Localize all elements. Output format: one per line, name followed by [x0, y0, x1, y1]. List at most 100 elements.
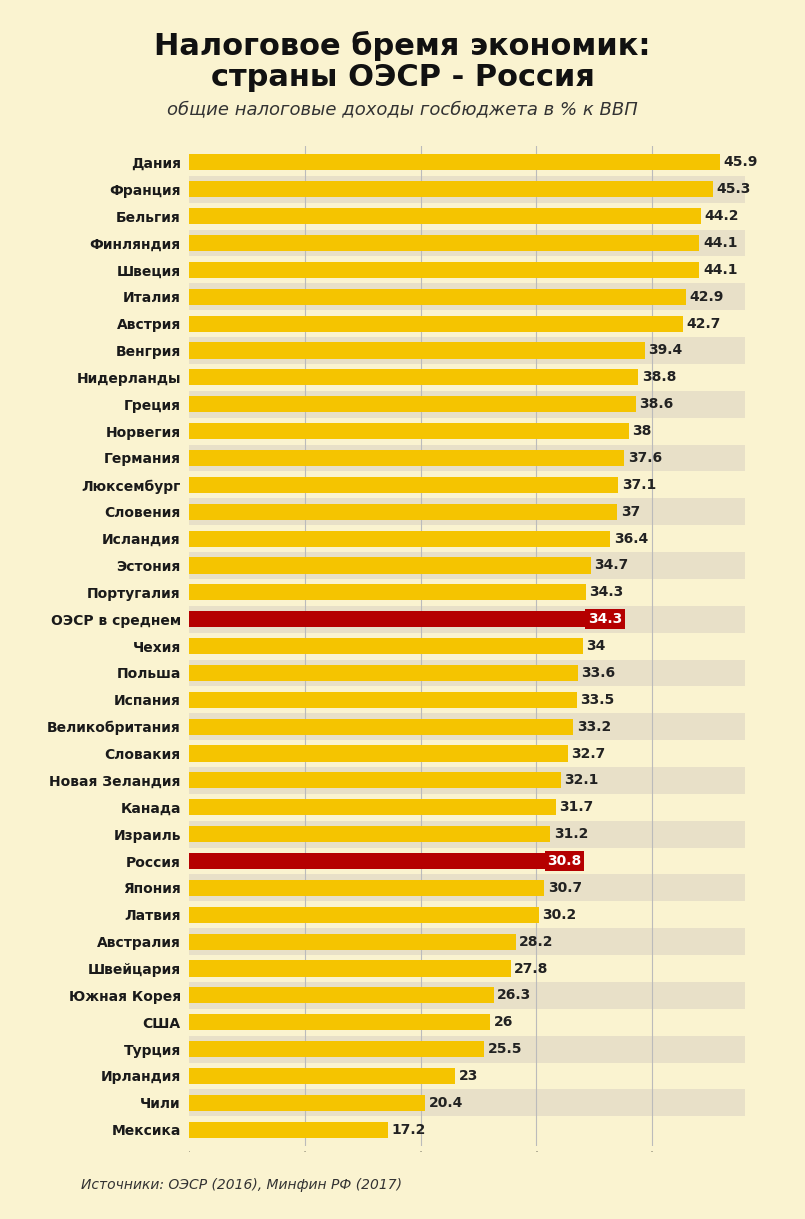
Bar	[189, 182, 713, 197]
Bar	[189, 847, 745, 874]
Text: 38.6: 38.6	[639, 397, 674, 411]
Bar	[189, 853, 546, 869]
Bar	[189, 907, 539, 923]
Bar	[189, 525, 745, 552]
Text: 44.1: 44.1	[703, 263, 737, 277]
Bar	[189, 202, 745, 229]
Bar	[189, 633, 745, 659]
Bar	[189, 800, 556, 816]
Text: 34.7: 34.7	[594, 558, 629, 573]
Text: 32.1: 32.1	[564, 773, 598, 787]
Text: 37: 37	[621, 505, 640, 519]
Text: 38: 38	[633, 424, 652, 438]
Bar	[189, 746, 568, 762]
Bar	[189, 208, 700, 224]
Bar	[189, 445, 745, 472]
Text: 34: 34	[586, 639, 605, 653]
Bar	[189, 310, 745, 338]
Bar	[189, 1063, 745, 1090]
Bar	[189, 1117, 745, 1143]
Bar	[189, 289, 686, 305]
Bar	[189, 1068, 456, 1084]
Bar	[189, 338, 745, 364]
Bar	[189, 262, 700, 278]
Text: 42.7: 42.7	[687, 317, 721, 330]
Bar	[189, 826, 550, 842]
Text: 26.3: 26.3	[497, 989, 531, 1002]
Text: 33.2: 33.2	[577, 719, 611, 734]
Bar	[189, 256, 745, 283]
Text: 30.7: 30.7	[548, 881, 582, 895]
Bar	[189, 316, 683, 332]
Bar	[189, 719, 573, 735]
Bar	[189, 983, 745, 1009]
Bar	[189, 369, 638, 385]
Bar	[189, 584, 586, 601]
Text: 37.6: 37.6	[628, 451, 662, 464]
Bar	[189, 961, 511, 976]
Bar	[189, 472, 745, 499]
Bar	[189, 477, 618, 492]
Text: 39.4: 39.4	[649, 344, 683, 357]
Bar	[189, 155, 720, 171]
Bar	[189, 557, 591, 573]
Bar	[189, 176, 745, 202]
Text: 45.3: 45.3	[716, 183, 751, 196]
Bar	[189, 659, 745, 686]
Bar	[189, 1014, 490, 1030]
Text: 30.8: 30.8	[547, 855, 581, 868]
Text: общие налоговые доходы госбюджета в % к ВВП: общие налоговые доходы госбюджета в % к …	[167, 100, 638, 118]
Text: 33.6: 33.6	[581, 666, 616, 680]
Bar	[189, 343, 645, 358]
Text: 34.3: 34.3	[588, 612, 622, 627]
Bar	[189, 579, 745, 606]
Text: 32.7: 32.7	[571, 746, 605, 761]
Text: 44.1: 44.1	[703, 236, 737, 250]
Bar	[189, 229, 745, 256]
Bar	[189, 773, 560, 789]
Text: 17.2: 17.2	[392, 1123, 426, 1137]
Bar	[189, 934, 515, 950]
Bar	[189, 638, 583, 655]
Text: 36.4: 36.4	[614, 531, 648, 546]
Bar	[189, 396, 636, 412]
Text: 31.7: 31.7	[559, 801, 594, 814]
Bar	[189, 954, 745, 983]
Bar	[189, 713, 745, 740]
Bar	[189, 691, 577, 708]
Bar	[189, 552, 745, 579]
Bar	[189, 606, 745, 633]
Text: 30.2: 30.2	[542, 908, 576, 922]
Bar	[189, 1009, 745, 1036]
Bar	[189, 450, 625, 466]
Text: Источники: ОЭСР (2016), Минфин РФ (2017): Источники: ОЭСР (2016), Минфин РФ (2017)	[81, 1179, 402, 1192]
Bar	[189, 1121, 388, 1137]
Text: 27.8: 27.8	[514, 962, 549, 975]
Bar	[189, 391, 745, 418]
Bar	[189, 530, 610, 546]
Bar	[189, 928, 745, 954]
Bar	[189, 1041, 485, 1057]
Text: 34.3: 34.3	[589, 585, 624, 600]
Text: 33.5: 33.5	[580, 692, 614, 707]
Text: 23: 23	[459, 1069, 478, 1082]
Text: 28.2: 28.2	[519, 935, 554, 948]
Bar	[189, 503, 617, 519]
Bar	[189, 880, 544, 896]
Bar	[189, 740, 745, 767]
Text: 44.2: 44.2	[704, 210, 739, 223]
Bar	[189, 901, 745, 928]
Text: 37.1: 37.1	[622, 478, 656, 491]
Bar	[189, 767, 745, 794]
Text: 45.9: 45.9	[724, 155, 758, 169]
Bar	[189, 418, 745, 445]
Bar	[189, 874, 745, 901]
Text: 42.9: 42.9	[689, 290, 724, 304]
Bar	[189, 987, 493, 1003]
Bar	[189, 149, 745, 176]
Bar	[189, 794, 745, 820]
Bar	[189, 499, 745, 525]
Bar	[189, 664, 578, 681]
Bar	[189, 820, 745, 847]
Bar	[189, 1036, 745, 1063]
